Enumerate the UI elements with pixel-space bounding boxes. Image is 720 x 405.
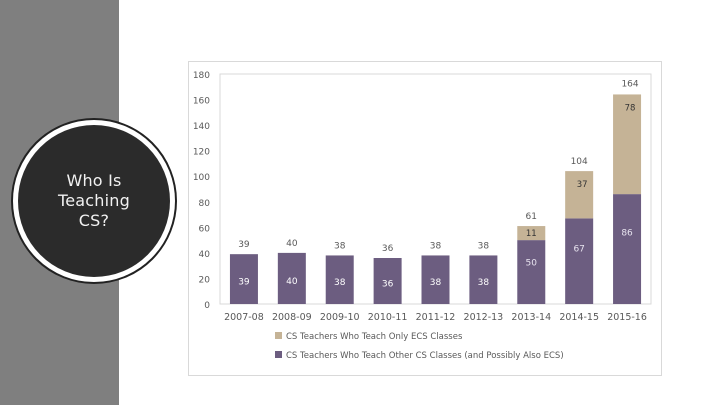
title-circle-ring: Who Is Teaching CS? [11, 118, 177, 284]
bar-other-cs-2009-10 [325, 255, 354, 304]
data-label-other-cs-2014-15: 67 [573, 244, 584, 254]
x-tick-label-2012-13: 2012-13 [464, 312, 504, 323]
bar-ecs-only-2015-16 [613, 94, 642, 195]
x-tick-label-2014-15: 2014-15 [559, 312, 599, 323]
y-tick-label-80: 80 [199, 199, 211, 209]
data-label-other-cs-2010-11: 36 [382, 279, 394, 289]
bar-ecs-only-2014-15 [565, 171, 594, 219]
slide-title-line-1: Who Is [66, 171, 122, 190]
y-tick-label-40: 40 [199, 250, 211, 260]
bar-other-cs-2014-15 [565, 218, 594, 304]
x-tick-label-2011-12: 2011-12 [416, 312, 456, 323]
y-tick-label-140: 140 [193, 122, 210, 132]
x-tick-label-2015-16: 2015-16 [607, 312, 647, 323]
y-tick-label-160: 160 [193, 97, 210, 107]
x-tick-label-2008-09: 2008-09 [272, 312, 312, 323]
total-label-2014-15: 104 [571, 157, 588, 167]
data-label-other-cs-2012-13: 38 [478, 278, 490, 288]
slide-title-line-2: Teaching [58, 191, 130, 210]
data-label-other-cs-2011-12: 38 [430, 278, 442, 288]
data-label-other-cs-2008-09: 40 [286, 277, 298, 287]
legend-swatch-0 [275, 351, 282, 358]
total-label-2013-14: 61 [526, 212, 537, 222]
y-tick-label-20: 20 [199, 275, 211, 285]
legend-label-0: CS Teachers Who Teach Other CS Classes (… [286, 351, 564, 361]
legend-swatch-1 [275, 332, 282, 339]
slide-title-line-3: CS? [78, 211, 110, 230]
data-label-ecs-only-2013-14: 11 [526, 229, 537, 239]
total-label-2010-11: 36 [382, 244, 394, 254]
data-label-other-cs-2007-08: 39 [238, 278, 250, 288]
title-circle: Who Is Teaching CS? [18, 125, 170, 277]
bar-other-cs-2015-16 [613, 194, 642, 304]
bar-other-cs-2011-12 [421, 255, 450, 304]
total-label-2007-08: 39 [238, 240, 250, 250]
bar-ecs-only-2013-14 [517, 226, 546, 241]
bar-other-cs-2013-14 [517, 240, 546, 304]
legend-label-1: CS Teachers Who Teach Only ECS Classes [286, 332, 463, 342]
total-label-2015-16: 164 [621, 79, 638, 89]
bar-other-cs-2012-13 [469, 255, 498, 304]
bar-other-cs-2007-08 [229, 254, 258, 304]
chart-frame: 0 20 40 60 80 100 120 140 160 180 39 39 2007-08 40 40 2… [188, 61, 662, 376]
x-tick-label-2013-14: 2013-14 [511, 312, 551, 323]
y-tick-label-120: 120 [193, 148, 210, 158]
data-label-other-cs-2015-16: 86 [621, 229, 633, 239]
slide-title: Who Is Teaching CS? [58, 171, 130, 231]
y-tick-label-60: 60 [199, 224, 211, 234]
data-label-ecs-only-2014-15: 37 [577, 180, 588, 190]
bar-other-cs-2010-11 [373, 258, 402, 304]
total-label-2012-13: 38 [478, 241, 490, 251]
y-tick-label-0: 0 [204, 301, 210, 311]
x-tick-label-2009-10: 2009-10 [320, 312, 360, 323]
stacked-bar-chart: 0 20 40 60 80 100 120 140 160 180 39 39 2007-08 40 40 2… [193, 71, 652, 361]
data-label-other-cs-2013-14: 50 [526, 258, 538, 268]
data-label-ecs-only-2015-16: 78 [625, 103, 636, 113]
total-label-2008-09: 40 [286, 239, 298, 249]
bar-other-cs-2008-09 [277, 252, 306, 304]
total-label-2011-12: 38 [430, 241, 442, 251]
y-tick-label-180: 180 [193, 71, 210, 81]
total-label-2009-10: 38 [334, 241, 346, 251]
x-tick-label-2010-11: 2010-11 [368, 312, 408, 323]
data-label-other-cs-2009-10: 38 [334, 278, 346, 288]
x-tick-label-2007-08: 2007-08 [224, 312, 264, 323]
y-tick-label-100: 100 [193, 173, 210, 183]
